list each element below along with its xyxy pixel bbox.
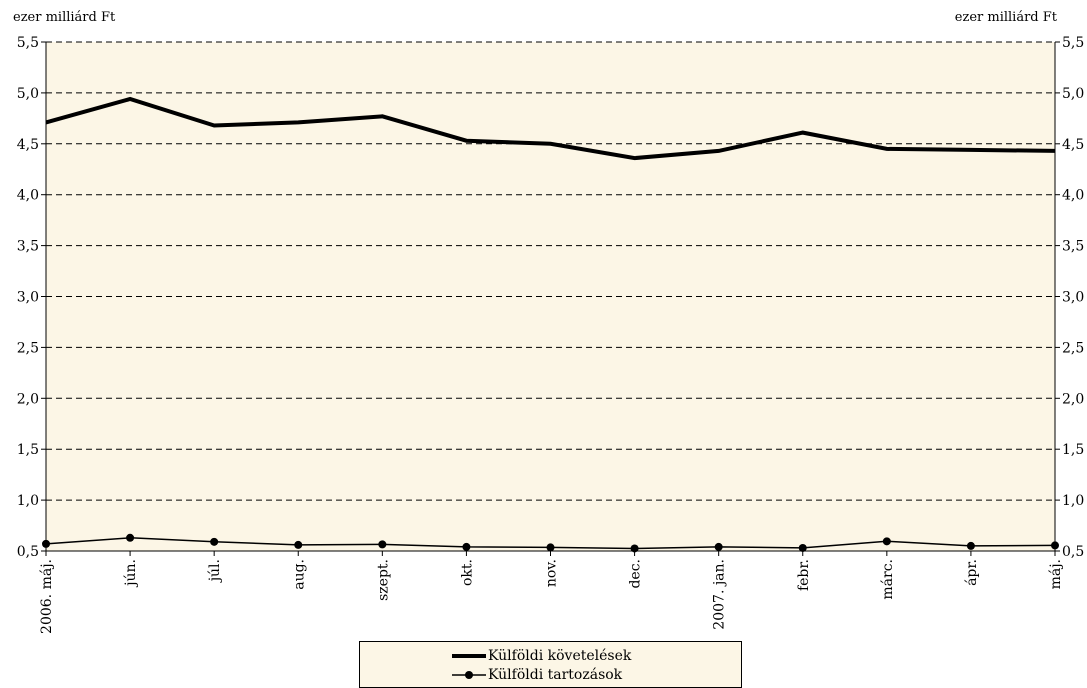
y-axis-title-right: ezer milliárd Ft — [954, 10, 1057, 25]
y-tick-label-left: 3,5 — [17, 239, 39, 255]
y-tick-label-right: 0,5 — [1062, 544, 1084, 560]
x-tick-label: júl. — [207, 559, 223, 583]
x-tick-label: jún. — [123, 559, 139, 588]
legend-line-marker-icon — [452, 671, 486, 679]
y-tick-label-left: 3,0 — [17, 290, 39, 306]
y-tick-label-left: 2,0 — [17, 391, 39, 407]
x-tick-label: ápr. — [964, 559, 980, 586]
data-point-tartozasok — [798, 543, 807, 552]
x-tick-label: márc. — [880, 559, 896, 600]
y-tick-label-left: 2,5 — [17, 340, 39, 356]
data-point-tartozasok — [714, 542, 723, 551]
y-tick-label-right: 4,0 — [1062, 188, 1084, 204]
y-tick-label-right: 1,0 — [1062, 493, 1084, 509]
y-tick-label-left: 0,5 — [17, 544, 39, 560]
y-axis-title-left: ezer milliárd Ft — [13, 10, 116, 25]
data-point-tartozasok — [546, 543, 555, 552]
series-layer — [42, 96, 1059, 553]
y-tick-label-right: 4,5 — [1062, 137, 1084, 153]
y-tick-label-right: 5,0 — [1062, 86, 1084, 102]
data-point-tartozasok — [882, 537, 891, 546]
x-tick-label: szept. — [375, 559, 391, 601]
y-tick-label-left: 4,0 — [17, 188, 39, 204]
x-tick-label: 2007. jan. — [712, 559, 728, 630]
y-tick-label-right: 1,5 — [1062, 442, 1084, 458]
data-point-tartozasok — [210, 537, 219, 546]
legend-label-tartozasok: Külföldi tartozások — [488, 667, 623, 683]
y-tick-label-left: 1,0 — [17, 493, 39, 509]
legend-label-kovetelesek: Külföldi követelések — [488, 648, 632, 664]
x-tick-label: dec. — [628, 559, 644, 589]
gridlines — [46, 41, 1055, 501]
data-point-tartozasok — [462, 542, 471, 551]
y-tick-label-right: 2,0 — [1062, 391, 1084, 407]
data-point-tartozasok — [42, 539, 50, 548]
y-tick-label-left: 5,0 — [17, 86, 39, 102]
x-tick-label: máj. — [1048, 559, 1064, 589]
x-tick-label: 2006. máj. — [39, 559, 55, 634]
data-point-tartozasok — [294, 540, 303, 549]
y-axis-left-tick-labels: 0,5 1,0 1,5 2,0 2,5 3,0 3,5 4,0 4,5 5,0 5,5 — [17, 35, 39, 560]
y-tick-label-left: 1,5 — [17, 442, 39, 458]
data-point-tartozasok — [1051, 541, 1059, 550]
legend: Külföldi követelések Külföldi tartozások — [359, 641, 742, 688]
data-point-tartozasok — [126, 533, 135, 542]
y-tick-label-right: 3,0 — [1062, 290, 1084, 306]
x-tick-label: aug. — [291, 559, 307, 590]
data-point-tartozasok — [378, 540, 387, 549]
y-tick-label-left: 5,5 — [17, 35, 39, 51]
legend-item-tartozasok: Külföldi tartozások — [452, 666, 622, 684]
x-tick-label: okt. — [459, 559, 475, 586]
series-2 — [42, 533, 1059, 553]
series-1 — [45, 96, 1056, 161]
legend-line-thick-icon — [452, 654, 486, 658]
y-tick-label-right: 3,5 — [1062, 239, 1084, 255]
x-axis-tick-labels: 2006. máj. jún. júl. aug. szept. okt. nov. dec.… — [39, 559, 1064, 634]
x-tick-label: febr. — [796, 559, 812, 591]
y-axis-right-tick-labels: 0,5 1,0 1,5 2,0 2,5 3,0 3,5 4,0 4,5 5,0 5,5 — [1062, 35, 1084, 560]
y-tick-label-right: 2,5 — [1062, 340, 1084, 356]
data-point-tartozasok — [966, 541, 975, 550]
data-point-tartozasok — [630, 544, 639, 553]
x-tick-label: nov. — [544, 559, 560, 587]
series-line-kovetelesek — [45, 96, 1056, 161]
y-tick-label-right: 5,5 — [1062, 35, 1084, 51]
legend-item-kovetelesek: Külföldi követelések — [452, 647, 631, 665]
axes — [41, 41, 1060, 556]
y-tick-label-left: 4,5 — [17, 137, 39, 153]
